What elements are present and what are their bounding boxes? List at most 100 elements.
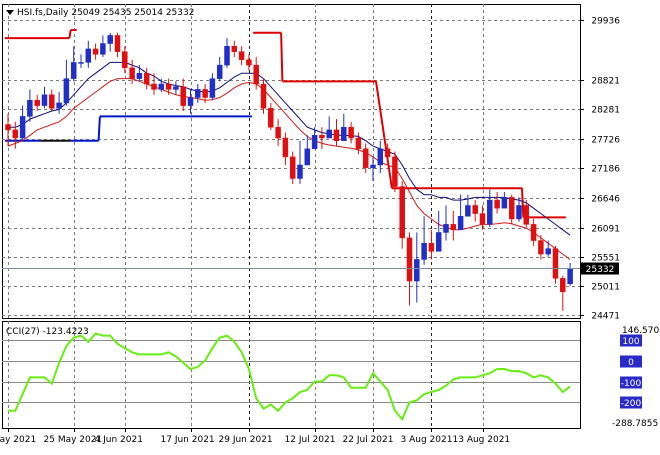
candle-body [289, 156, 296, 179]
candle-body [479, 213, 486, 225]
candle-body [107, 35, 113, 44]
candle-body [443, 224, 449, 233]
price-tick-label: 24471 [591, 312, 620, 322]
candle-body [421, 243, 427, 260]
candle-body [399, 186, 405, 239]
candle-body [260, 83, 267, 109]
time-tick-label: 12 May 2021 [0, 435, 36, 445]
candle-body [78, 62, 84, 64]
candle-body [34, 99, 40, 106]
upper-band-connector [68, 29, 72, 39]
candle-body [348, 126, 354, 139]
fast-ma-line [8, 61, 571, 236]
candle-body [567, 268, 573, 285]
candle-body [202, 89, 208, 98]
time-tick-label: 22 Jul 2021 [343, 435, 394, 445]
cci-line [8, 332, 571, 422]
candle-body [5, 124, 11, 131]
candle-body [151, 83, 157, 90]
candle-body [501, 197, 508, 209]
candle-body [246, 59, 252, 66]
time-tick-label: 4 Jun 2021 [95, 435, 143, 445]
candle-body [180, 86, 186, 106]
symbol-ohlc-header: HSI.fs,Daily 25049 25435 25014 25332 [17, 8, 194, 18]
cci-level-label: 0 [628, 358, 634, 368]
cci-level-tag [620, 376, 642, 389]
candle-body [560, 278, 566, 293]
candle-body [122, 51, 128, 69]
candle-body [173, 86, 179, 90]
candle-body [311, 135, 318, 150]
candle-body [326, 129, 332, 139]
candle-body [392, 156, 398, 187]
price-tick-label: 28821 [591, 77, 620, 87]
candle-body [70, 62, 77, 79]
price-tick-label: 26646 [591, 195, 620, 205]
candle-body [457, 216, 464, 231]
candle-body [282, 137, 289, 158]
cci-min-label: -288.7855 [612, 419, 658, 429]
main-pane-frame [2, 4, 581, 319]
cci-level-tag [620, 355, 642, 368]
candle-body [12, 129, 19, 139]
cci-level-label: -100 [621, 379, 642, 389]
candle-body [508, 197, 515, 220]
cci-max-label: 146.5705 [622, 326, 660, 336]
candle-body [465, 205, 471, 217]
candle-body [224, 45, 230, 66]
candle-body [494, 199, 500, 209]
upper-band-connector [280, 32, 284, 82]
slow-ma-line [7, 78, 571, 260]
cci-level-tag [620, 396, 642, 409]
time-tick-label: 29 Jun 2021 [219, 435, 273, 445]
price-tick-label: 25011 [591, 283, 620, 293]
candle-body [487, 199, 493, 225]
upper-band-connector [521, 188, 525, 218]
price-tick-label: 25551 [591, 254, 620, 264]
price-tick-label: 26091 [591, 225, 620, 235]
price-tick-label: 27726 [591, 136, 620, 146]
cci-level-label: -200 [621, 399, 642, 409]
candle-body [92, 48, 99, 55]
cci-level-tag [620, 334, 642, 347]
candle-body [341, 126, 347, 141]
current-price-tag [581, 262, 619, 275]
price-tick-label: 27186 [591, 165, 620, 175]
candle-body [406, 237, 413, 282]
candle-body [414, 259, 420, 282]
candle-body [319, 135, 325, 139]
price-tick-label: 29936 [591, 17, 620, 27]
candle-body [538, 240, 544, 255]
cci-pane-frame [2, 321, 581, 429]
candle-body [516, 205, 522, 220]
candle-body [370, 164, 376, 168]
candle-body [552, 248, 559, 279]
dropdown-triangle-icon [6, 10, 14, 15]
current-price-label: 25332 [586, 265, 615, 275]
candle-body [304, 148, 311, 166]
candle-body [209, 78, 216, 98]
candle-body [545, 248, 551, 255]
time-tick-label: 12 Jul 2021 [285, 435, 336, 445]
candle-body [530, 224, 537, 241]
cci-indicator-label: CCI(27) -123.4223 [6, 327, 89, 337]
candle-body [523, 205, 530, 225]
candle-body [216, 64, 223, 79]
candle-body [19, 116, 26, 139]
candle-body [158, 83, 165, 90]
candle-body [187, 97, 194, 106]
candle-body [129, 67, 135, 79]
time-tick-label: 13 Aug 2021 [453, 435, 511, 445]
candle-body [41, 94, 48, 106]
candle-body [195, 89, 201, 98]
time-tick-label: 17 Jun 2021 [161, 435, 215, 445]
cci-level-label: 100 [622, 337, 639, 347]
candle-body [377, 148, 384, 166]
time-tick-label: 25 May 2021 [44, 435, 103, 445]
candle-body [268, 108, 274, 128]
candle-body [275, 126, 281, 139]
candle-body [231, 45, 238, 52]
candle-body [56, 102, 62, 109]
candle-body [143, 72, 150, 85]
lower-band-connector [97, 116, 101, 141]
